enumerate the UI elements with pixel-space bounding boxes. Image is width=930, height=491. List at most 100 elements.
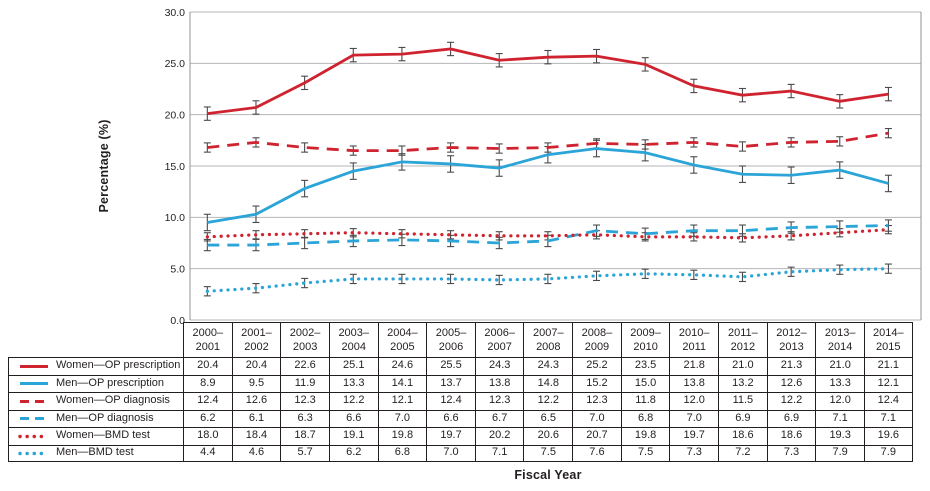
y-tick-label: 25.0 (165, 58, 186, 70)
fiscal-year-text: 2008– (581, 327, 613, 340)
table-cell: 7.2 (718, 444, 767, 462)
table-cell: 7.0 (426, 444, 475, 462)
fiscal-year-text: 2004 (341, 341, 366, 353)
fiscal-year-header: 2003– 2004 (328, 322, 378, 357)
table-cell: 12.1 (863, 374, 913, 392)
table-cell: 12.3 (572, 392, 621, 410)
table-cell: 7.5 (620, 444, 670, 462)
fiscal-year-header: 2009– 2010 (620, 322, 670, 357)
data-table-with-legend: 2000– 2001 2001– 2002 2002– 2003 2003– 2004 2004… (8, 322, 913, 462)
table-cell: 20.4 (231, 357, 281, 375)
y-axis-title: Percentage (%) (97, 119, 111, 213)
table-cell: 12.2 (523, 392, 573, 410)
table-cell: 12.4 (426, 392, 475, 410)
table-cell: 6.9 (766, 409, 816, 427)
table-cell: 7.1 (815, 409, 864, 427)
table-cell: 19.3 (815, 427, 864, 445)
legend-swatch-dashed (20, 399, 48, 403)
table-cell: 12.1 (377, 392, 427, 410)
legend-swatch-dotted (18, 434, 50, 438)
table-cell: 7.0 (377, 409, 427, 427)
table-cell: 21.1 (863, 357, 913, 375)
fiscal-year-text: 2010 (633, 341, 658, 353)
table-cell: 13.8 (669, 374, 719, 392)
table-cell: 7.0 (572, 409, 621, 427)
table-cell: 7.1 (474, 444, 524, 462)
fiscal-year-text: 2006 (438, 341, 464, 353)
table-cell: 7.0 (669, 409, 719, 427)
gridlines (190, 11, 921, 321)
table-cell: 18.0 (183, 427, 232, 445)
fiscal-year-text: 2015 (876, 341, 901, 353)
fiscal-year-text: 2013 (779, 341, 804, 353)
table-cell: 21.3 (766, 357, 816, 375)
fiscal-year-text: 2012 (730, 341, 756, 353)
fiscal-year-header: 2000– 2001 (183, 322, 232, 357)
legend-item-women-bmd-test: Women—BMD test (8, 427, 183, 445)
table-cell: 6.9 (718, 409, 767, 427)
table-corner-blank (8, 322, 183, 357)
table-cell: 8.9 (183, 374, 232, 392)
fiscal-year-header: 2007– 2008 (523, 322, 573, 357)
table-cell: 21.0 (718, 357, 767, 375)
table-cell: 12.4 (863, 392, 913, 410)
legend-label: Men—OP prescription (56, 376, 165, 389)
table-cell: 19.7 (669, 427, 719, 445)
legend-item-men-op-diagnosis: Men—OP diagnosis (8, 409, 183, 427)
table-cell: 19.1 (328, 427, 378, 445)
table-cell: 18.6 (718, 427, 767, 445)
fiscal-year-text: 2002– (289, 327, 321, 340)
table-cell: 6.2 (183, 409, 232, 427)
fiscal-year-text: 2009– (630, 327, 661, 340)
series-line-men-op-prescription (207, 147, 889, 224)
table-cell: 12.0 (815, 392, 864, 410)
legend-swatch-solid (20, 364, 48, 368)
fiscal-year-header: 2008– 2009 (572, 322, 621, 357)
fiscal-year-text: 2014 (827, 341, 853, 353)
fiscal-year-header: 2005– 2006 (426, 322, 475, 357)
table-cell: 19.7 (426, 427, 475, 445)
legend-item-women-op-prescription: Women—OP prescription (8, 357, 183, 375)
table-cell: 11.5 (718, 392, 767, 410)
fiscal-year-header: 2002– 2003 (280, 322, 329, 357)
table-cell: 6.6 (426, 409, 475, 427)
table-cell: 13.7 (426, 374, 475, 392)
table-cell: 6.3 (280, 409, 329, 427)
table-cell: 7.9 (863, 444, 913, 462)
series-line-women-op-prescription (207, 47, 889, 116)
x-axis-title: Fiscal Year (514, 468, 582, 482)
table-cell: 4.4 (183, 444, 232, 462)
table-cell: 18.4 (231, 427, 281, 445)
fiscal-year-text: 2005– (435, 327, 467, 340)
table-cell: 24.3 (474, 357, 524, 375)
fiscal-year-text: 2010– (678, 327, 710, 340)
series-line-women-op-diagnosis (207, 131, 889, 153)
table-cell: 6.6 (328, 409, 378, 427)
fiscal-year-text: 2011 (682, 341, 707, 353)
legend-swatch-dotted (18, 451, 50, 455)
y-tick-label: 15.0 (165, 161, 186, 173)
fiscal-year-text: 2008 (536, 341, 561, 353)
fiscal-year-text: 2002 (244, 341, 269, 353)
table-cell: 12.6 (766, 374, 816, 392)
fiscal-year-header: 2011– 2012 (718, 322, 767, 357)
table-cell: 13.8 (474, 374, 524, 392)
legend-label: Men—BMD test (56, 446, 134, 459)
table-cell: 6.8 (377, 444, 427, 462)
fiscal-year-text: 2013– (824, 327, 856, 340)
y-tick-label: 5.0 (170, 263, 185, 275)
table-cell: 12.0 (669, 392, 719, 410)
y-tick-label: 30.0 (165, 7, 186, 19)
table-cell: 6.7 (474, 409, 524, 427)
fiscal-year-header: 2012– 2013 (766, 322, 816, 357)
table-cell: 6.2 (328, 444, 378, 462)
table-cell: 20.2 (474, 427, 524, 445)
table-cell: 12.2 (328, 392, 378, 410)
y-tick-label: 0.0 (170, 315, 185, 327)
table-cell: 21.0 (815, 357, 864, 375)
y-tick-label: 10.0 (165, 212, 186, 224)
series-line-men-op-diagnosis (207, 224, 889, 247)
table-cell: 12.3 (474, 392, 524, 410)
fiscal-year-text: 2011– (727, 327, 758, 340)
